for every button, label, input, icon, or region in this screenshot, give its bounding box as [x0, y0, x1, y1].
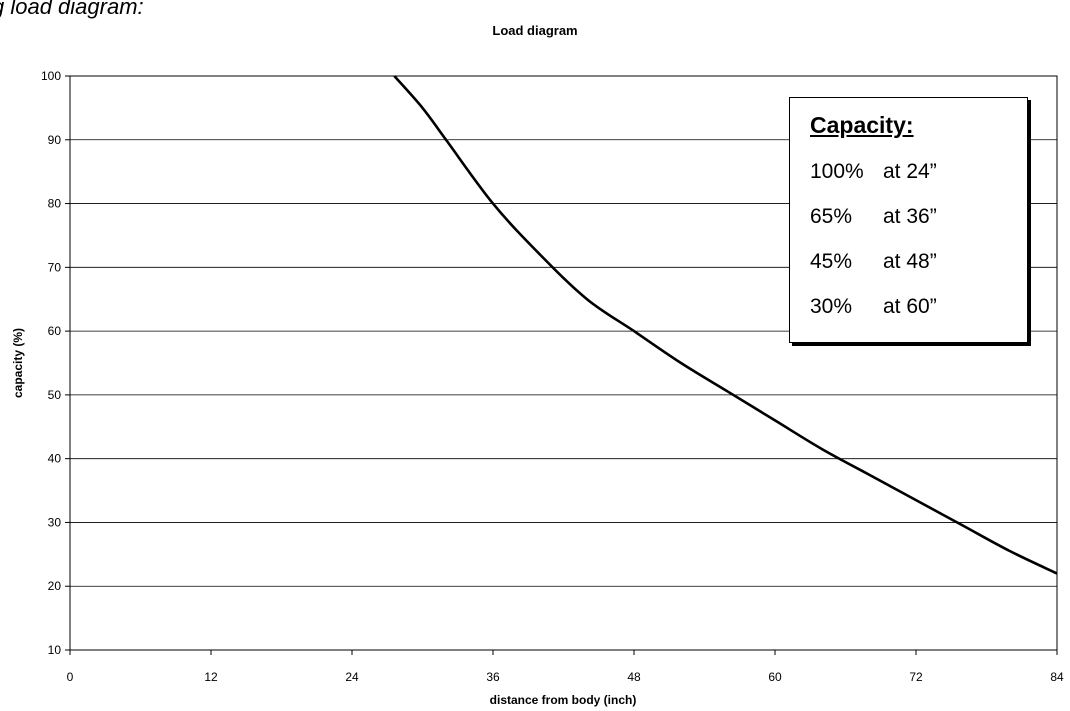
- legend-distance: at 36”: [883, 205, 937, 228]
- x-tick-label: 12: [204, 670, 218, 684]
- x-tick-label: 72: [909, 670, 923, 684]
- x-axis-ticks: 0 12 24 36 48 60 72 84: [67, 650, 1064, 684]
- capacity-curve: [393, 75, 1058, 575]
- x-tick-label: 48: [627, 670, 641, 684]
- x-tick-label: 24: [345, 670, 359, 684]
- x-tick-label: 36: [486, 670, 500, 684]
- legend-row: 65% at 36”: [810, 205, 937, 229]
- x-tick-label: 84: [1050, 670, 1064, 684]
- legend-row: 30% at 60”: [810, 295, 937, 319]
- y-tick-label: 50: [48, 388, 62, 402]
- legend-percent: 45%: [810, 250, 853, 273]
- legend-percent: 100%: [810, 160, 864, 183]
- plot-area-frame: [69, 75, 1058, 651]
- y-axis-ticks: 10 20 30 40 50 60 70 80 90 100: [41, 69, 70, 657]
- legend-percent: 65%: [810, 205, 853, 228]
- legend-box: Capacity: 100% at 24” 65% at 36” 45% at 48”…: [789, 97, 1028, 343]
- y-tick-label: 30: [48, 515, 62, 529]
- legend-row: 100% at 24”: [810, 160, 937, 184]
- y-axis-label: capacity (%): [11, 328, 25, 398]
- legend-percent: 30%: [810, 295, 853, 318]
- y-tick-label: 60: [48, 324, 62, 338]
- x-axis-label: distance from body (inch): [490, 693, 637, 707]
- y-tick-label: 10: [48, 643, 62, 657]
- legend-row: 45% at 48”: [810, 250, 937, 274]
- legend-distance: at 60”: [883, 295, 937, 318]
- y-tick-label: 20: [48, 579, 62, 593]
- series-layer: [393, 75, 1058, 575]
- y-tick-label: 90: [48, 133, 62, 147]
- y-tick-label: 40: [48, 452, 62, 466]
- corner-caption: g load diagram:: [0, 0, 144, 19]
- x-tick-label: 60: [768, 670, 782, 684]
- y-tick-label: 70: [48, 260, 62, 274]
- legend-distance: at 48”: [883, 250, 937, 273]
- legend-distance: at 24”: [883, 160, 937, 183]
- y-tick-label: 100: [41, 69, 61, 83]
- chart-title: Load diagram: [492, 23, 577, 38]
- legend-heading: Capacity:: [810, 112, 914, 138]
- x-tick-label: 0: [67, 670, 74, 684]
- y-tick-label: 80: [48, 197, 62, 211]
